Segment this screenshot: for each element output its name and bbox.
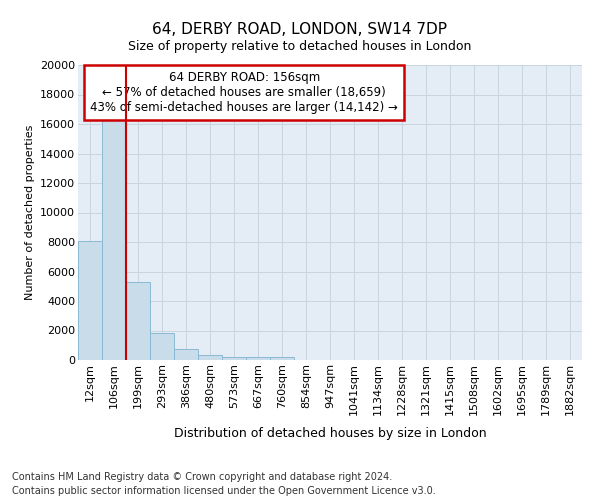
Text: Contains public sector information licensed under the Open Government Licence v3: Contains public sector information licen…	[12, 486, 436, 496]
Text: 64 DERBY ROAD: 156sqm
← 57% of detached houses are smaller (18,659)
43% of semi-: 64 DERBY ROAD: 156sqm ← 57% of detached …	[91, 71, 398, 114]
Bar	[222, 357, 246, 360]
Bar	[198, 356, 222, 360]
Text: 64, DERBY ROAD, LONDON, SW14 7DP: 64, DERBY ROAD, LONDON, SW14 7DP	[152, 22, 448, 38]
Y-axis label: Number of detached properties: Number of detached properties	[25, 125, 35, 300]
Bar	[150, 333, 174, 360]
Bar	[126, 282, 150, 360]
Bar	[270, 357, 294, 360]
Text: Distribution of detached houses by size in London: Distribution of detached houses by size …	[173, 428, 487, 440]
Text: Size of property relative to detached houses in London: Size of property relative to detached ho…	[128, 40, 472, 53]
Bar	[78, 240, 102, 360]
Text: Contains HM Land Registry data © Crown copyright and database right 2024.: Contains HM Land Registry data © Crown c…	[12, 472, 392, 482]
Bar	[174, 349, 198, 360]
Bar	[246, 357, 270, 360]
Bar	[102, 115, 126, 360]
